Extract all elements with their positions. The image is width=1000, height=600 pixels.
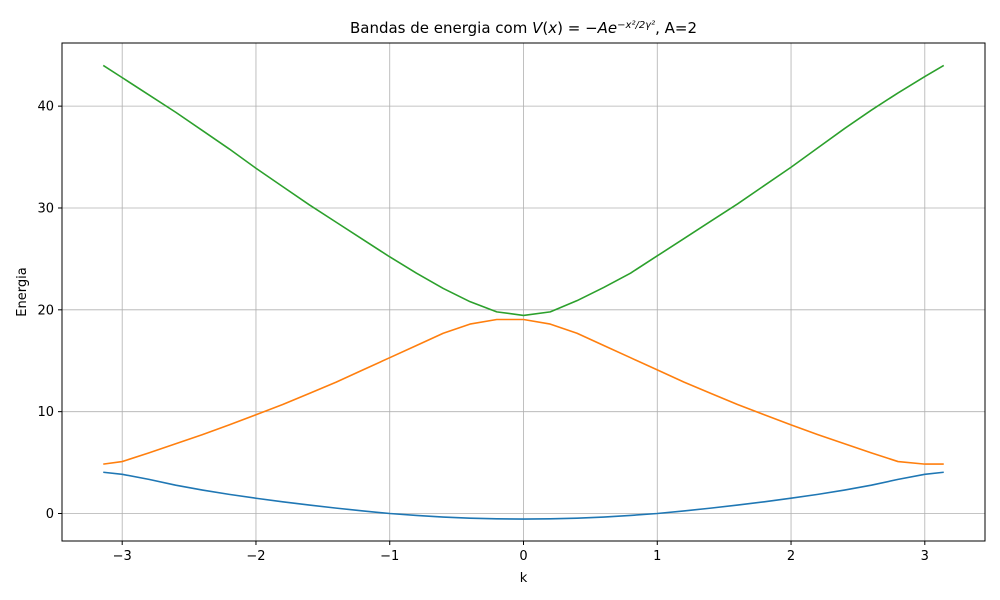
x-tick-label: −3 [113,549,132,564]
y-ticks: 0 10 20 30 40 [37,100,62,522]
title-eq: ) = − [557,19,598,37]
y-tick-label: 10 [37,405,54,420]
x-tick-label: 1 [653,549,661,564]
series-lines [102,64,945,520]
x-tick-label: 2 [787,549,795,564]
series-line-2 [103,318,944,465]
title-paren-open: ( [542,19,548,37]
y-tick-label: 30 [37,201,54,216]
title-exponent: −x²/2γ² [617,20,655,31]
title-x-symbol: x [547,19,557,37]
y-tick-label: 40 [37,100,54,115]
x-ticks: −3 −2 −1 0 1 2 3 [113,541,929,564]
title-a-symbol: Ae [597,19,618,37]
x-tick-label: −1 [380,549,399,564]
y-axis-label: Energia [15,267,30,316]
chart-title-prefix: Bandas de energia com [350,19,532,37]
series-line-1 [103,471,944,520]
x-axis-label: k [520,571,528,586]
x-tick-label: 0 [519,549,527,564]
title-v-symbol: V [532,19,544,37]
y-tick-label: 0 [46,507,54,522]
grid-lines [62,43,985,541]
chart-title: Bandas de energia com V(x) = −Ae−x²/2γ²,… [350,19,697,37]
series-line-3 [102,64,945,317]
y-tick-label: 20 [37,303,54,318]
x-tick-label: −2 [246,549,265,564]
chart-title-suffix: , A=2 [655,19,697,37]
x-tick-label: 3 [921,549,929,564]
